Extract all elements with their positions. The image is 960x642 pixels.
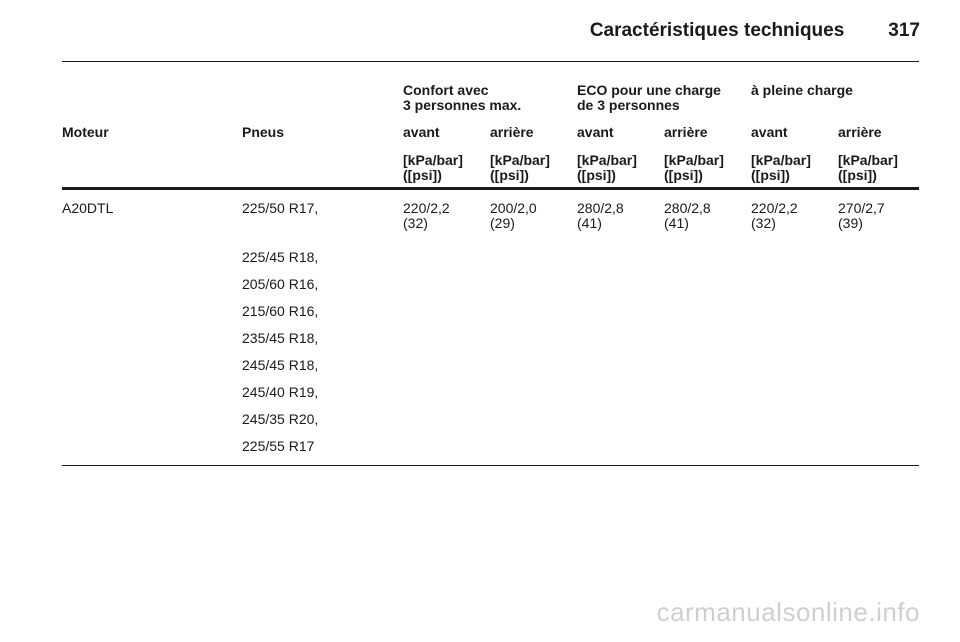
- pressure-cell: 220/2,2 (32): [403, 201, 450, 231]
- unit-line: [kPa/bar]: [403, 152, 463, 168]
- table-bottom-rule: [62, 465, 919, 466]
- pressure-psi: (39): [838, 215, 863, 231]
- unit-header: [kPa/bar] ([psi]): [838, 153, 898, 183]
- tire-size: 245/40 R19,: [242, 384, 319, 400]
- unit-line: ([psi]): [403, 167, 442, 183]
- unit-line: ([psi]): [664, 167, 703, 183]
- pressure-value: 270/2,7: [838, 200, 885, 216]
- pressure-cell: 220/2,2 (32): [751, 201, 798, 231]
- pressure-value: 280/2,8: [577, 200, 624, 216]
- unit-header: [kPa/bar] ([psi]): [664, 153, 724, 183]
- pressure-value: 220/2,2: [403, 200, 450, 216]
- page-number: 317: [888, 20, 920, 41]
- tire-size: 215/60 R16,: [242, 303, 319, 319]
- tire-size: 245/45 R18,: [242, 357, 319, 373]
- pressure-value: 200/2,0: [490, 200, 537, 216]
- pressure-psi: (32): [403, 215, 428, 231]
- page-title: Caractéristiques techniques: [589, 20, 845, 41]
- unit-line: ([psi]): [751, 167, 790, 183]
- pressure-cell: 200/2,0 (29): [490, 201, 537, 231]
- col-header-arriere: arrière: [664, 124, 708, 140]
- tire-size: 245/35 R20,: [242, 411, 319, 427]
- pressure-value: 220/2,2: [751, 200, 798, 216]
- pressure-cell: 280/2,8 (41): [664, 201, 711, 231]
- col-header-arriere: arrière: [490, 124, 534, 140]
- tire-size: 235/45 R18,: [242, 330, 319, 346]
- engine-cell: A20DTL: [62, 200, 114, 216]
- pressure-psi: (41): [664, 215, 689, 231]
- group-header-line: à pleine charge: [751, 82, 853, 98]
- unit-line: [kPa/bar]: [664, 152, 724, 168]
- pressure-cell: 270/2,7 (39): [838, 201, 885, 231]
- unit-header: [kPa/bar] ([psi]): [577, 153, 637, 183]
- group-header-confort: Confort avec 3 personnes max.: [403, 83, 521, 113]
- col-header-moteur: Moteur: [62, 124, 109, 140]
- unit-line: [kPa/bar]: [577, 152, 637, 168]
- col-header-avant: avant: [577, 124, 614, 140]
- tire-size: 225/50 R17,: [242, 200, 319, 216]
- unit-line: [kPa/bar]: [838, 152, 898, 168]
- pressure-psi: (29): [490, 215, 515, 231]
- unit-line: ([psi]): [838, 167, 877, 183]
- unit-line: [kPa/bar]: [490, 152, 550, 168]
- tire-size: 205/60 R16,: [242, 276, 319, 292]
- group-header-line: 3 personnes max.: [403, 97, 522, 113]
- unit-line: ([psi]): [490, 167, 529, 183]
- col-header-avant: avant: [751, 124, 788, 140]
- watermark: carmanualsonline.info: [656, 597, 920, 627]
- col-header-arriere: arrière: [838, 124, 882, 140]
- page-header: Caractéristiques techniques 317: [590, 20, 920, 42]
- pressure-value: 280/2,8: [664, 200, 711, 216]
- pressure-psi: (41): [577, 215, 602, 231]
- group-header-line: ECO pour une charge: [577, 82, 721, 98]
- group-header-line: de 3 personnes: [577, 97, 680, 113]
- col-header-pneus: Pneus: [242, 124, 285, 140]
- table-header-rule: [62, 187, 919, 190]
- unit-line: [kPa/bar]: [751, 152, 811, 168]
- pressure-cell: 280/2,8 (41): [577, 201, 624, 231]
- unit-header: [kPa/bar] ([psi]): [403, 153, 463, 183]
- unit-header: [kPa/bar] ([psi]): [490, 153, 550, 183]
- group-header-line: Confort avec: [403, 82, 489, 98]
- header-rule: [62, 61, 919, 62]
- unit-line: ([psi]): [577, 167, 616, 183]
- pressure-psi: (32): [751, 215, 776, 231]
- group-header-eco: ECO pour une charge de 3 personnes: [577, 83, 721, 113]
- tire-size: 225/45 R18,: [242, 249, 319, 265]
- unit-header: [kPa/bar] ([psi]): [751, 153, 811, 183]
- col-header-avant: avant: [403, 124, 440, 140]
- tire-size: 225/55 R17: [242, 438, 315, 454]
- group-header-full: à pleine charge: [751, 83, 853, 98]
